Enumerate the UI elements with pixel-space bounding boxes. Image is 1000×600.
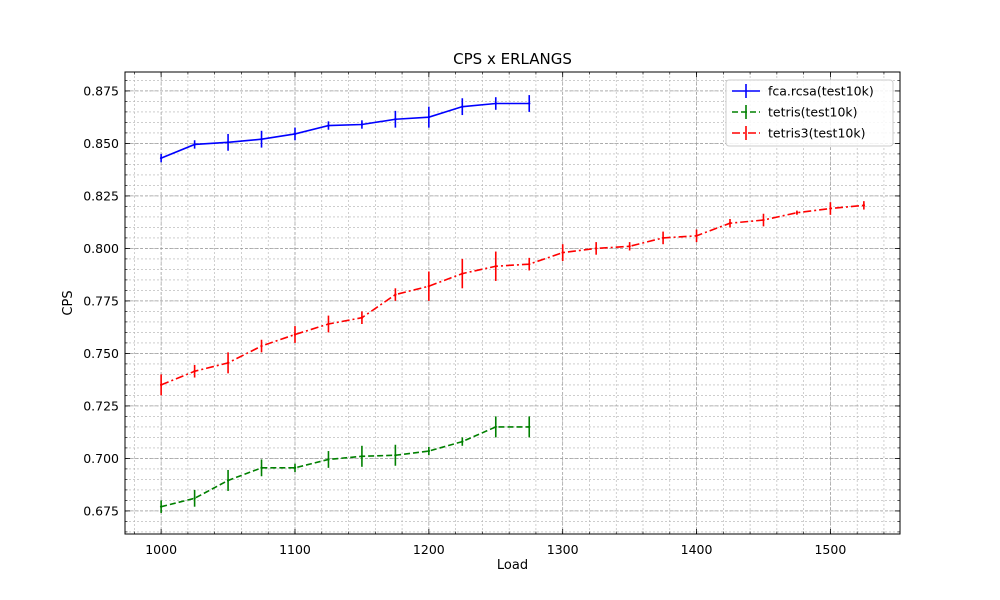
- data-point: [628, 245, 631, 248]
- data-point: [226, 141, 230, 144]
- legend-box: [725, 79, 894, 147]
- data-point: [427, 449, 431, 453]
- data-point: [394, 293, 397, 296]
- data-point: [561, 251, 564, 254]
- data-point: [159, 156, 163, 160]
- y-tick-label: 0.750: [83, 346, 119, 361]
- axes: 1000 1100 1200 1300 1400 1500 0.675 0.700 0.725 0…: [83, 71, 901, 557]
- data-point: [594, 247, 598, 250]
- series-line: [160, 102, 530, 159]
- x-tick-label: 1300: [547, 542, 579, 557]
- data-point: [528, 425, 531, 429]
- y-tick-label: 0.675: [83, 503, 119, 518]
- data-point: [360, 455, 364, 458]
- data-point: [528, 262, 531, 266]
- y-tick-label: 0.775: [83, 293, 119, 308]
- x-tick-label: 1500: [814, 542, 846, 557]
- y-tick-label: 0.725: [83, 398, 119, 413]
- data-point: [461, 440, 464, 443]
- x-tick-label: 1000: [145, 542, 177, 557]
- data-point: [862, 204, 866, 207]
- series-line: [160, 204, 864, 386]
- data-point: [360, 123, 364, 126]
- data-point: [427, 285, 431, 288]
- x-axis-label: Load: [497, 558, 528, 573]
- data-point: [394, 118, 397, 121]
- chart-title: CPS x ERLANGS: [453, 50, 572, 68]
- data-point: [494, 425, 497, 429]
- series-line: [160, 426, 530, 508]
- data-point: [226, 479, 230, 482]
- data-point: [159, 383, 163, 387]
- plot-frame: [124, 71, 901, 535]
- legend-label: tetris(test10k): [768, 105, 858, 120]
- grid: [125, 72, 900, 534]
- legend-item: fca.rcsa(test10k): [732, 84, 874, 99]
- data-point: [695, 234, 698, 237]
- legend-label: fca.rcsa(test10k): [768, 84, 874, 99]
- data-point: [260, 344, 263, 348]
- data-point: [661, 236, 665, 240]
- y-tick-label: 0.850: [83, 136, 119, 151]
- data-point: [394, 454, 397, 457]
- data-point: [260, 466, 263, 470]
- x-tick-label: 1400: [681, 542, 713, 557]
- data-point: [193, 497, 196, 500]
- data-point: [327, 124, 330, 127]
- series-layer: [159, 95, 866, 513]
- data-point: [795, 211, 799, 214]
- data-point: [293, 333, 297, 336]
- data-point: [260, 138, 263, 141]
- data-point: [293, 132, 297, 136]
- data-point: [226, 361, 230, 365]
- series: [159, 95, 531, 163]
- x-tick-label: 1200: [413, 542, 445, 557]
- data-point: [494, 102, 497, 105]
- legend-item: tetris3(test10k): [732, 126, 865, 141]
- y-tick-label: 0.700: [83, 451, 119, 466]
- data-point: [494, 265, 497, 268]
- legend: fca.rcsa(test10k) tetris(test10k) tetris3(…: [725, 79, 894, 147]
- data-point: [762, 218, 765, 222]
- legend-label: tetris3(test10k): [768, 126, 865, 141]
- y-tick-label: 0.875: [83, 83, 119, 98]
- data-point: [159, 505, 163, 508]
- y-tick-label: 0.800: [83, 241, 119, 256]
- series: [159, 201, 866, 396]
- data-point: [528, 102, 531, 105]
- data-point: [327, 322, 330, 326]
- series: [159, 416, 531, 513]
- data-point: [327, 458, 330, 461]
- x-tick-label: 1100: [279, 542, 311, 557]
- data-point: [829, 207, 832, 210]
- y-axis-label: CPS: [61, 290, 76, 315]
- legend-item: tetris(test10k): [732, 105, 858, 120]
- data-point: [360, 316, 364, 319]
- data-point: [193, 143, 196, 146]
- data-point: [461, 272, 464, 275]
- data-point: [193, 370, 196, 373]
- data-point: [728, 222, 732, 225]
- data-point: [293, 466, 297, 470]
- data-point: [427, 115, 431, 119]
- data-point: [461, 105, 464, 108]
- y-tick-label: 0.825: [83, 188, 119, 203]
